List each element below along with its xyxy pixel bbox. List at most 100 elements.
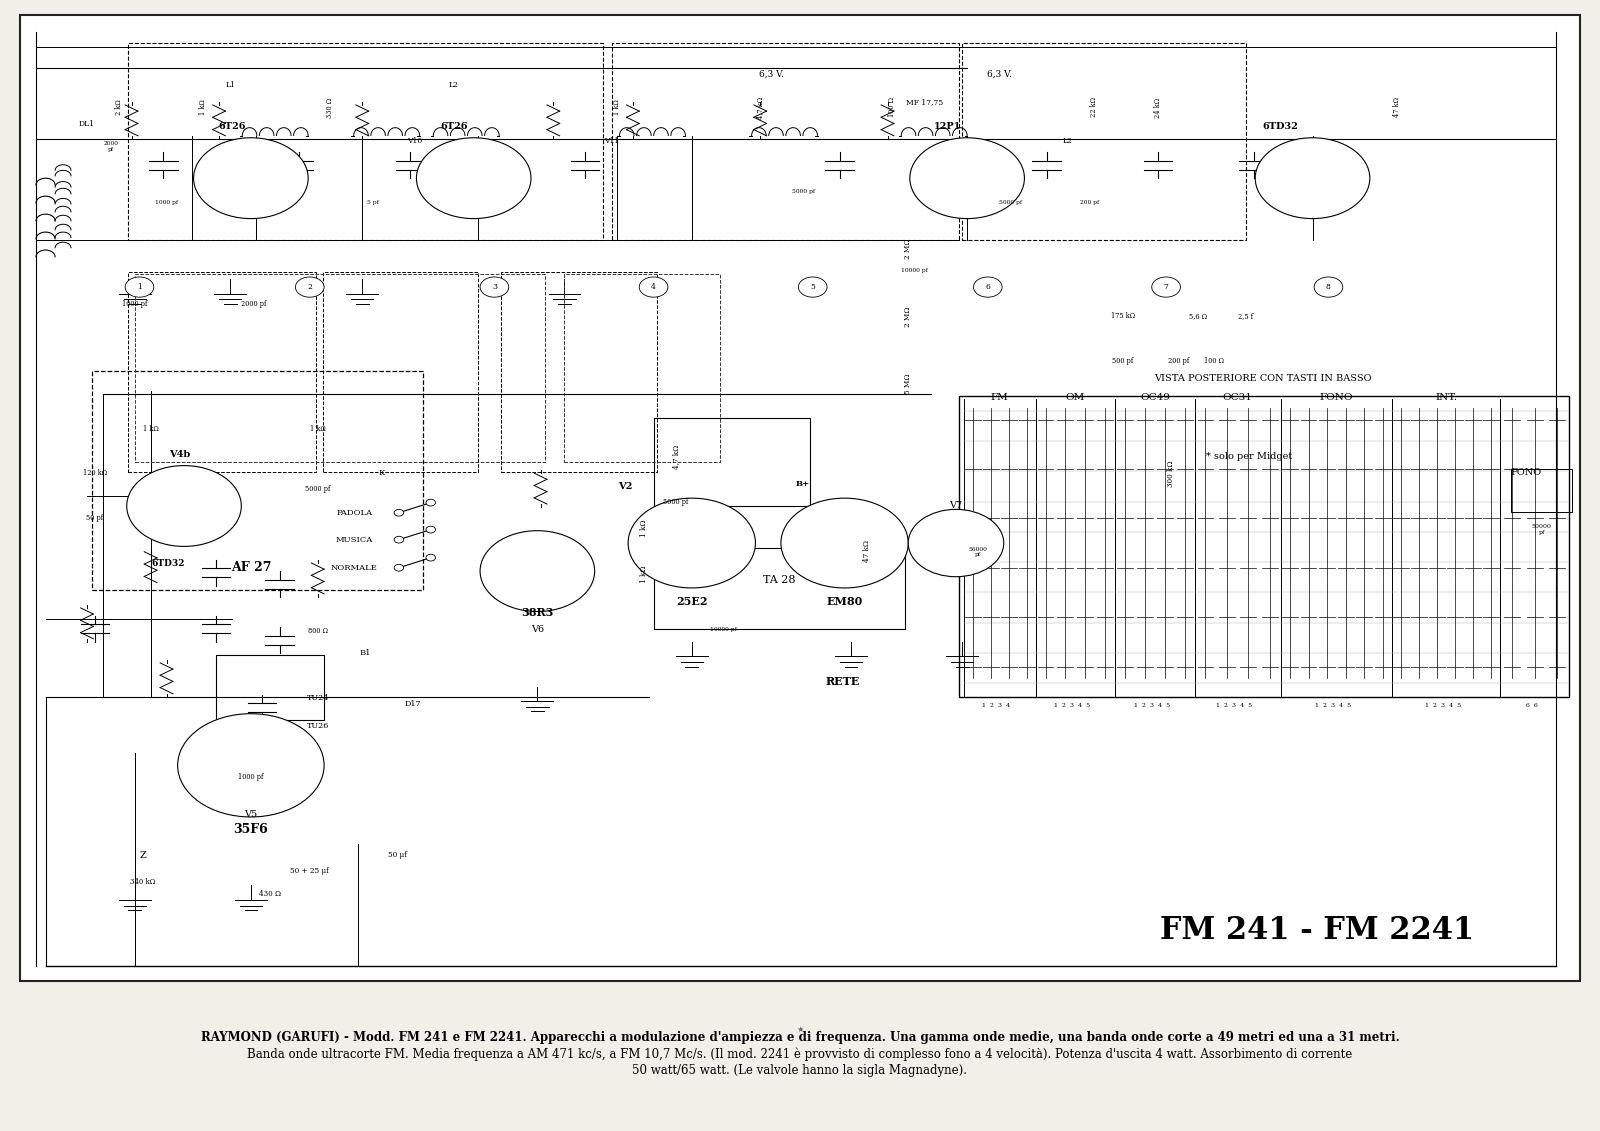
Text: RAYMOND (GARUFI) - Modd. FM 241 e FM 2241. Apparecchi a modulazione d'ampiezza e: RAYMOND (GARUFI) - Modd. FM 241 e FM 224… xyxy=(200,1030,1400,1044)
Text: 430 Ω: 430 Ω xyxy=(259,890,282,898)
Text: 6TD32: 6TD32 xyxy=(1262,122,1299,131)
Text: 6TD32: 6TD32 xyxy=(152,559,186,568)
Circle shape xyxy=(480,530,595,612)
Text: V10: V10 xyxy=(406,137,422,145)
Text: 35F6: 35F6 xyxy=(234,823,269,836)
Text: 24 kΩ: 24 kΩ xyxy=(1154,97,1162,118)
Text: 47 kΩ: 47 kΩ xyxy=(1394,97,1402,118)
Text: 8: 8 xyxy=(1326,283,1331,291)
Text: TA 28: TA 28 xyxy=(763,575,795,585)
Text: 38R3: 38R3 xyxy=(522,607,554,619)
Text: 1  2  3  4  5: 1 2 3 4 5 xyxy=(1426,703,1461,708)
Text: 200 pf: 200 pf xyxy=(1080,200,1099,206)
Text: 50 pf: 50 pf xyxy=(86,515,104,523)
Circle shape xyxy=(426,526,435,533)
Text: AF 27: AF 27 xyxy=(230,561,270,575)
Bar xyxy=(613,43,958,240)
Text: L1: L1 xyxy=(226,81,235,89)
Text: 200 pf: 200 pf xyxy=(1168,357,1189,365)
Text: FONO: FONO xyxy=(1510,468,1541,477)
Text: 56000
pf: 56000 pf xyxy=(970,546,987,558)
Text: * solo per Midget: * solo per Midget xyxy=(1206,452,1293,461)
Text: Z: Z xyxy=(139,851,146,860)
Text: 1 kΩ: 1 kΩ xyxy=(640,520,648,537)
Circle shape xyxy=(1256,138,1370,218)
Text: FM: FM xyxy=(990,392,1008,402)
Text: 1000 pf: 1000 pf xyxy=(122,300,147,308)
Text: 1  2  3  4  5: 1 2 3 4 5 xyxy=(1315,703,1352,708)
Circle shape xyxy=(126,466,242,546)
Text: 6,3 V.: 6,3 V. xyxy=(758,69,784,78)
Text: 120 kΩ: 120 kΩ xyxy=(83,469,107,477)
Text: 6T26: 6T26 xyxy=(218,122,245,131)
Text: 1 kΩ: 1 kΩ xyxy=(198,100,206,115)
Text: 300 kΩ: 300 kΩ xyxy=(1166,460,1174,486)
Text: TU26: TU26 xyxy=(307,722,330,729)
Text: V6: V6 xyxy=(531,625,544,634)
Bar xyxy=(216,655,325,720)
Circle shape xyxy=(125,277,154,297)
Text: FM 241 - FM 2241: FM 241 - FM 2241 xyxy=(1160,915,1474,946)
Text: 10000 pf: 10000 pf xyxy=(710,627,738,632)
Circle shape xyxy=(416,138,531,218)
Text: B1: B1 xyxy=(360,649,371,657)
Text: 47 kΩ: 47 kΩ xyxy=(862,539,870,562)
Text: RETE: RETE xyxy=(826,675,861,687)
Circle shape xyxy=(973,277,1002,297)
Text: 330 Ω: 330 Ω xyxy=(326,97,334,118)
Text: L2: L2 xyxy=(1062,137,1072,145)
Text: MF 17,75: MF 17,75 xyxy=(906,98,942,106)
Text: DL1: DL1 xyxy=(78,120,94,128)
Text: V11: V11 xyxy=(605,137,619,145)
Text: 10000 pf: 10000 pf xyxy=(901,268,928,273)
Bar xyxy=(653,547,906,630)
Bar xyxy=(1512,469,1571,511)
Circle shape xyxy=(909,509,1003,577)
Text: 2000
pf: 2000 pf xyxy=(104,141,118,153)
Text: 5: 5 xyxy=(810,283,814,291)
Bar xyxy=(962,43,1246,240)
Text: 50 + 25 μf: 50 + 25 μf xyxy=(290,866,330,875)
Text: B+: B+ xyxy=(797,480,810,487)
Bar xyxy=(958,396,1568,697)
Circle shape xyxy=(296,277,325,297)
Text: 6T26: 6T26 xyxy=(442,122,469,131)
Text: 5 pf: 5 pf xyxy=(368,200,379,206)
Circle shape xyxy=(910,138,1024,218)
Text: 5000 pf: 5000 pf xyxy=(998,200,1022,206)
Circle shape xyxy=(781,498,909,588)
Text: D17: D17 xyxy=(405,700,421,708)
Text: 1: 1 xyxy=(138,283,142,291)
Circle shape xyxy=(394,509,403,516)
Text: 2: 2 xyxy=(307,283,312,291)
Text: 5000 pf: 5000 pf xyxy=(662,498,688,506)
Text: 1000 pf: 1000 pf xyxy=(155,200,178,206)
Text: 340 kΩ: 340 kΩ xyxy=(130,878,155,886)
Text: 2000 pf: 2000 pf xyxy=(242,300,267,308)
Text: 6,3 V.: 6,3 V. xyxy=(987,69,1011,78)
Text: NORMALE: NORMALE xyxy=(331,563,378,572)
Text: 500 pf: 500 pf xyxy=(1112,357,1134,365)
Text: 50000
pf: 50000 pf xyxy=(1531,524,1552,535)
Text: MUSICA: MUSICA xyxy=(336,536,373,544)
Circle shape xyxy=(394,564,403,571)
Text: L2: L2 xyxy=(448,81,458,89)
Text: V5: V5 xyxy=(245,810,258,819)
Text: 2 MΩ: 2 MΩ xyxy=(904,307,912,327)
Text: OC31: OC31 xyxy=(1222,392,1253,402)
Bar xyxy=(21,16,1579,981)
Bar xyxy=(128,273,317,473)
Circle shape xyxy=(1314,277,1342,297)
Circle shape xyxy=(1152,277,1181,297)
Text: EM80: EM80 xyxy=(827,596,862,607)
Text: 2 MΩ: 2 MΩ xyxy=(904,239,912,259)
Text: TU24: TU24 xyxy=(307,694,330,702)
Text: 1  2  3  4: 1 2 3 4 xyxy=(982,703,1010,708)
Bar xyxy=(128,43,603,240)
Text: OC49: OC49 xyxy=(1141,392,1170,402)
Circle shape xyxy=(394,536,403,543)
Text: 25E2: 25E2 xyxy=(677,596,707,607)
Bar xyxy=(565,274,720,463)
Text: K: K xyxy=(378,469,384,477)
Text: 2,5 f: 2,5 f xyxy=(1238,312,1253,320)
